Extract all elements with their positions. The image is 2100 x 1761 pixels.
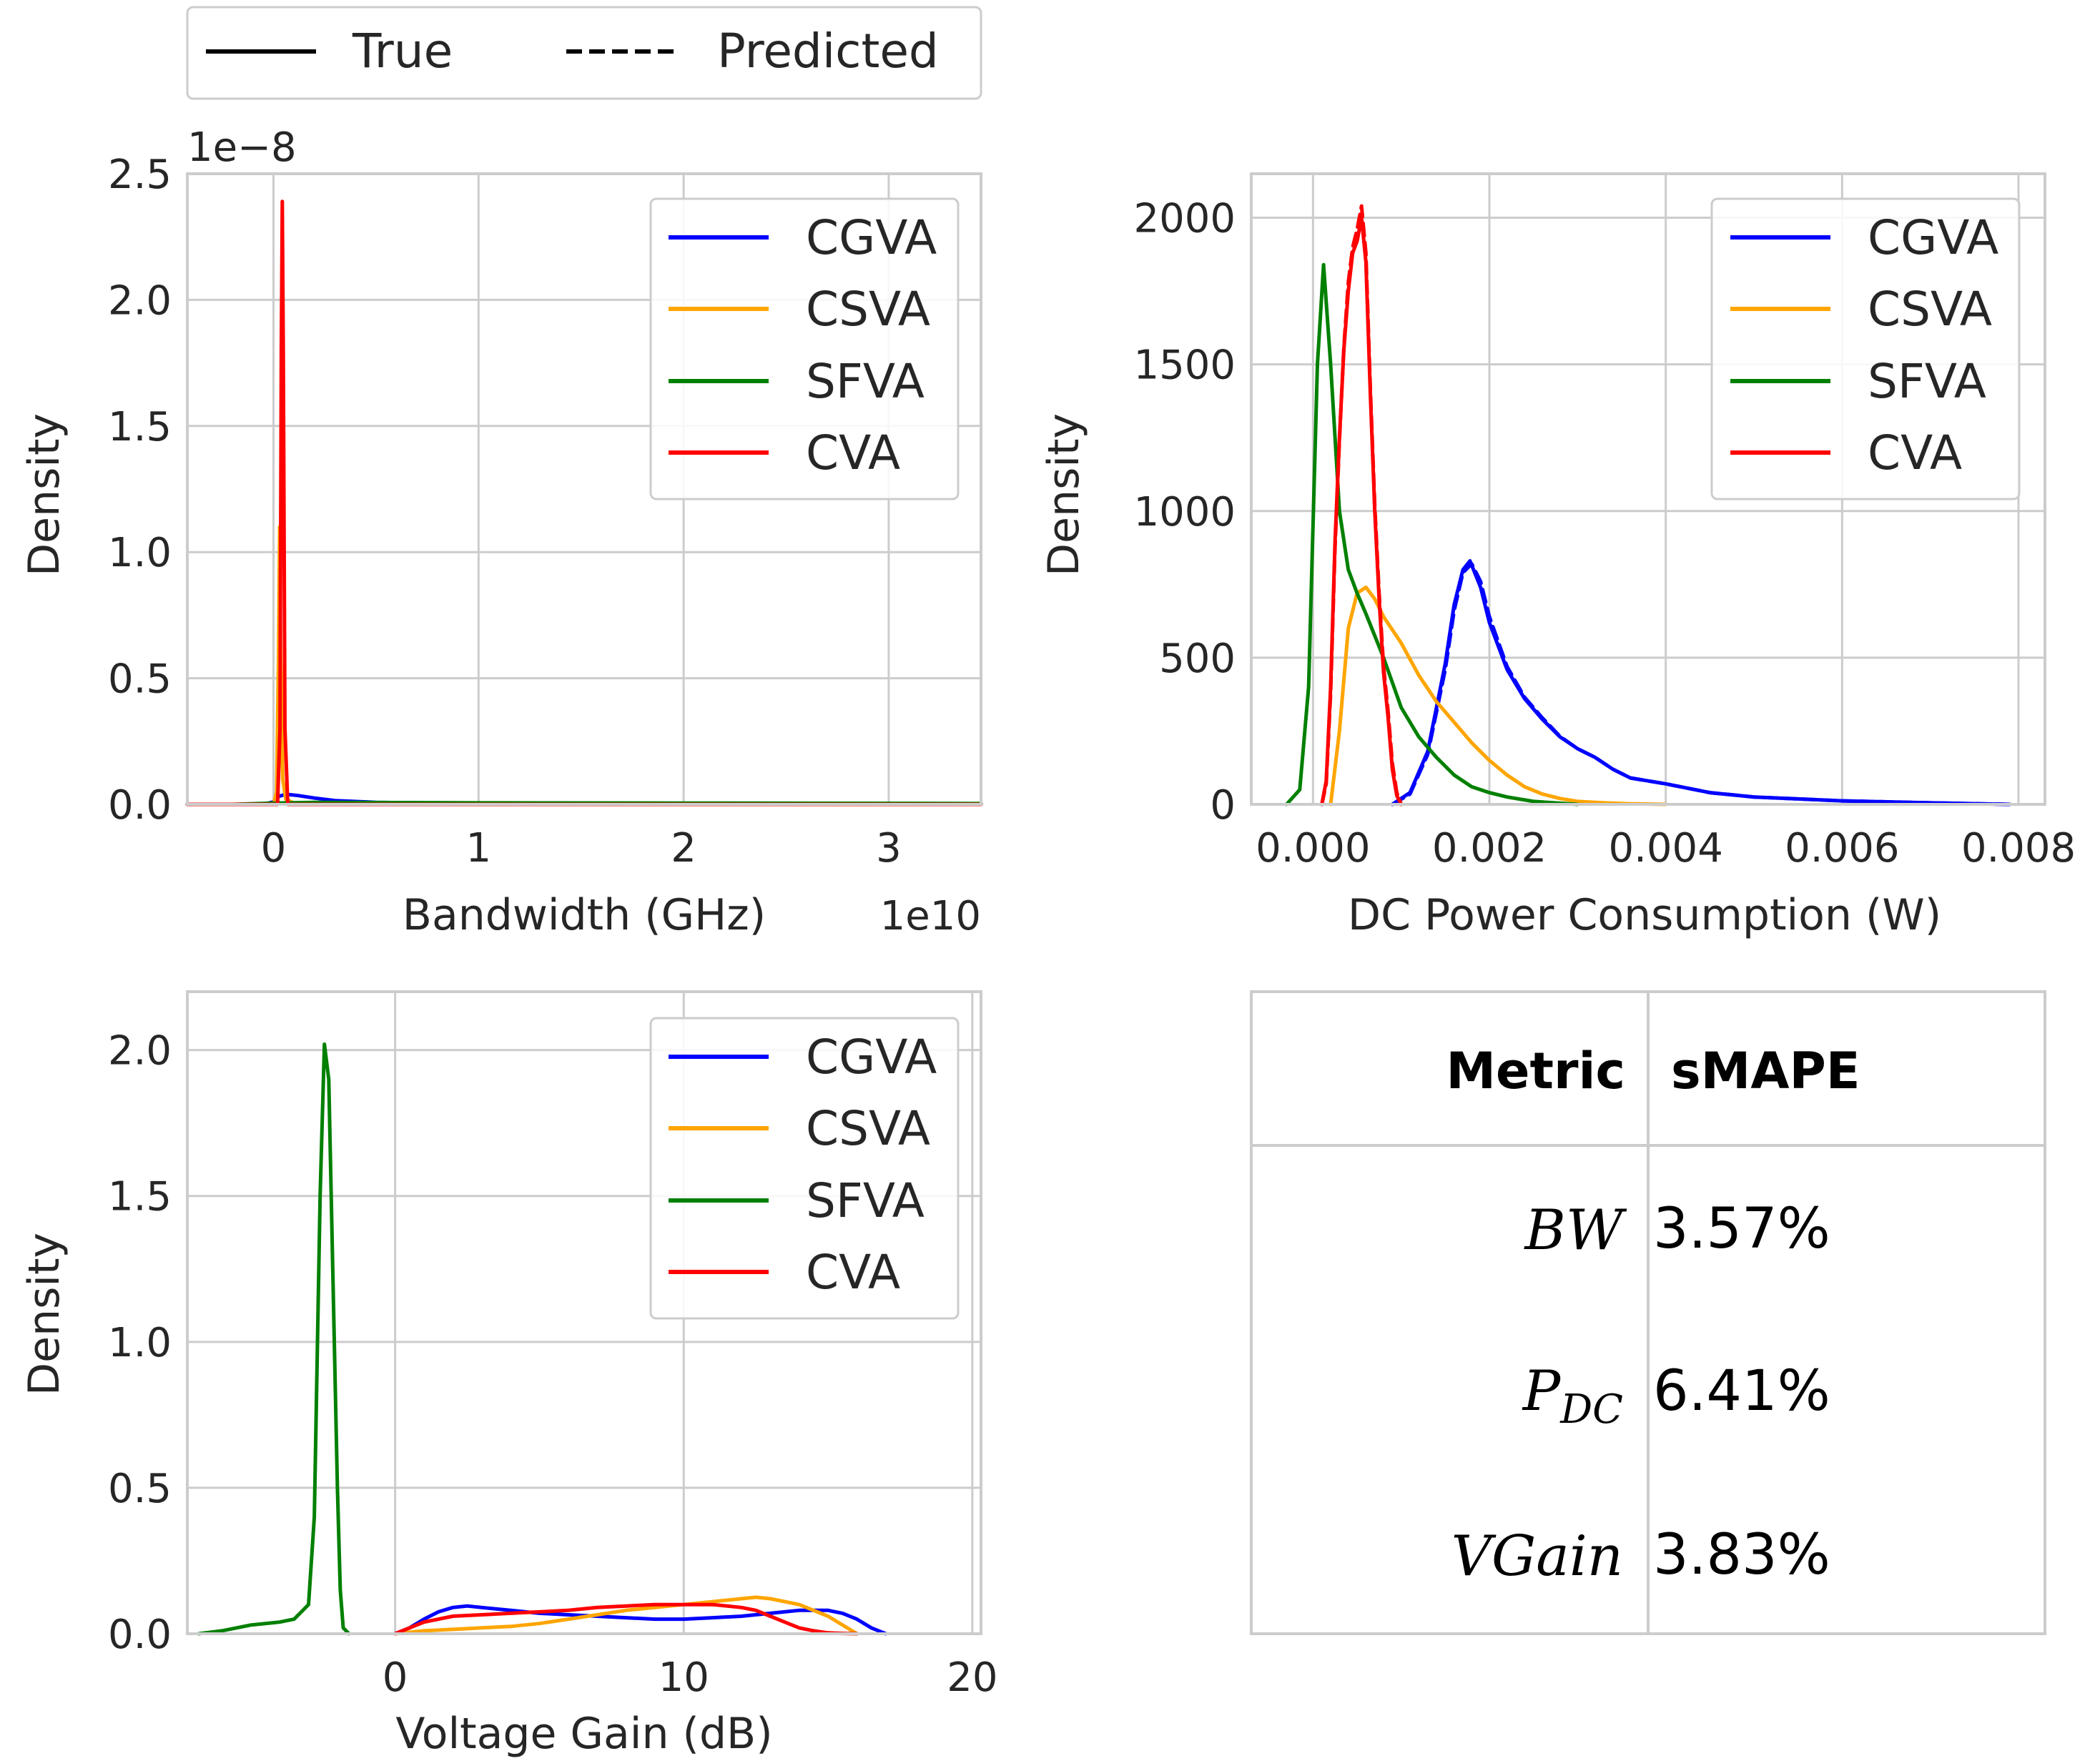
- dc-power-series-cgva-predicted: [1390, 562, 2012, 806]
- bandwidth-series-cva: [185, 199, 983, 806]
- bandwidth-density-plot: 1e−8 1e10 Bandwidth (GHz) Density CGVA C…: [19, 124, 983, 940]
- voltage-gain-x-tick-label: 20: [947, 1654, 997, 1701]
- bandwidth-y-tick-label: 0.5: [108, 656, 172, 703]
- dc-power-x-tick-label: 0.002: [1432, 825, 1547, 872]
- voltage-gain-x-axis-label: Voltage Gain (dB): [395, 1709, 772, 1759]
- voltage-gain-legend-label-csva: CSVA: [806, 1101, 930, 1156]
- dc-power-y-tick-label: 1500: [1133, 342, 1236, 389]
- bandwidth-series-csva: [185, 525, 983, 806]
- voltage-gain-series-sfva: [197, 1042, 351, 1636]
- dc-power-x-tick-label: 0.008: [1961, 825, 2076, 872]
- dc-power-plot-frame: [1250, 172, 2046, 806]
- dc-power-x-tick-label: 0.004: [1609, 825, 1723, 872]
- bandwidth-legend-label-cgva: CGVA: [806, 210, 937, 265]
- voltage-gain-legend-label-cgva: CGVA: [806, 1030, 937, 1085]
- dc-power-y-tick-label: 1000: [1133, 489, 1236, 536]
- bandwidth-y-tick-label: 2.5: [108, 152, 172, 198]
- voltage-gain-legend-label-sfva: SFVA: [806, 1173, 925, 1228]
- voltage-gain-series-cva: [393, 1602, 859, 1636]
- dc-power-y-tick-label: 2000: [1133, 196, 1236, 242]
- smape-row-bw-metric: BW: [1524, 1198, 1627, 1263]
- voltage-gain-y-tick-label: 1.5: [108, 1174, 172, 1220]
- dc-power-density-plot: DC Power Consumption (W) Density CGVA CS…: [1039, 172, 2076, 940]
- dc-power-y-tick-label: 0: [1210, 782, 1236, 829]
- smape-header-smape: sMAPE: [1671, 1042, 1860, 1100]
- voltage-gain-legend-frame: [649, 1017, 960, 1320]
- dc-power-legend: CGVA CSVA SFVA CVA: [1710, 197, 2021, 500]
- smape-row-bw-value: 3.57%: [1653, 1197, 1830, 1261]
- smape-table: Metric sMAPE BW 3.57% PDC 6.41% VGain 3.…: [1250, 990, 2046, 1635]
- voltage-gain-x-tick-label: 0: [383, 1654, 408, 1701]
- smape-row-vgain-metric: VGain: [1451, 1524, 1623, 1589]
- bandwidth-y-tick-label: 0.0: [108, 782, 172, 829]
- bandwidth-legend-frame: [649, 197, 960, 500]
- voltage-gain-y-axis-label: Density: [19, 1233, 69, 1396]
- bandwidth-plot-frame: [186, 172, 982, 806]
- style-legend-frame: [186, 6, 982, 100]
- voltage-gain-legend: CGVA CSVA SFVA CVA: [649, 1017, 960, 1320]
- bandwidth-y-tick-label: 2.0: [108, 277, 172, 324]
- style-legend: True Predicted: [186, 6, 982, 100]
- dc-power-y-axis-label: Density: [1039, 413, 1089, 576]
- voltage-gain-y-tick-label: 1.0: [108, 1320, 172, 1366]
- dc-power-legend-label-cva: CVA: [1868, 425, 1962, 480]
- dc-power-x-axis-label: DC Power Consumption (W): [1348, 890, 1941, 940]
- dc-power-x-tick-label: 0.000: [1256, 825, 1370, 872]
- voltage-gain-legend-label-cva: CVA: [806, 1245, 900, 1300]
- voltage-gain-y-tick-label: 0.0: [108, 1612, 172, 1658]
- smape-header-metric: Metric: [1446, 1042, 1625, 1100]
- bandwidth-legend-label-cva: CVA: [806, 425, 900, 480]
- voltage-gain-y-tick-label: 2.0: [108, 1028, 172, 1075]
- dc-power-legend-label-cgva: CGVA: [1868, 210, 1998, 265]
- bandwidth-y-axis-label: Density: [19, 413, 69, 576]
- dc-power-x-tick-label: 0.006: [1785, 825, 1899, 872]
- voltage-gain-plot-frame: [186, 990, 982, 1635]
- dc-power-series-cva-predicted: [1320, 204, 1404, 806]
- style-legend-predicted-label: Predicted: [717, 24, 939, 79]
- bandwidth-legend-label-sfva: SFVA: [806, 354, 925, 409]
- bandwidth-y-tick-label: 1.5: [108, 404, 172, 450]
- voltage-gain-series-cgva: [393, 1604, 888, 1636]
- bandwidth-y-offset-label: 1e−8: [187, 124, 297, 171]
- voltage-gain-x-tick-label: 10: [659, 1654, 709, 1701]
- dc-power-legend-label-sfva: SFVA: [1868, 354, 1986, 409]
- bandwidth-x-offset-label: 1e10: [880, 893, 981, 939]
- dc-power-series-csva: [1328, 585, 1668, 806]
- bandwidth-x-tick-label: 2: [671, 825, 696, 872]
- smape-row-pdc-metric-base: P: [1522, 1359, 1562, 1424]
- bandwidth-x-tick-label: 3: [876, 825, 902, 872]
- dc-power-legend-label-csva: CSVA: [1868, 282, 1992, 337]
- bandwidth-legend-label-csva: CSVA: [806, 282, 930, 337]
- smape-row-pdc-metric-subscript: DC: [1559, 1386, 1623, 1433]
- bandwidth-x-tick-label: 1: [465, 825, 491, 872]
- bandwidth-x-tick-label: 0: [261, 825, 287, 872]
- dc-power-y-tick-label: 500: [1159, 636, 1236, 682]
- smape-row-pdc-value: 6.41%: [1653, 1359, 1830, 1424]
- style-legend-true-label: True: [352, 24, 453, 79]
- smape-row-vgain-value: 3.83%: [1653, 1523, 1830, 1587]
- smape-row-pdc-metric: PDC: [1522, 1359, 1623, 1433]
- dc-power-series-sfva: [1284, 262, 1579, 806]
- dc-power-legend-frame: [1710, 197, 2021, 500]
- bandwidth-x-axis-label: Bandwidth (GHz): [403, 890, 766, 940]
- bandwidth-y-tick-label: 1.0: [108, 530, 172, 576]
- bandwidth-legend: CGVA CSVA SFVA CVA: [649, 197, 960, 500]
- voltage-gain-y-tick-label: 0.5: [108, 1466, 172, 1512]
- voltage-gain-series-csva: [393, 1595, 859, 1636]
- voltage-gain-density-plot: Voltage Gain (dB) Density CGVA CSVA SFVA…: [19, 990, 998, 1759]
